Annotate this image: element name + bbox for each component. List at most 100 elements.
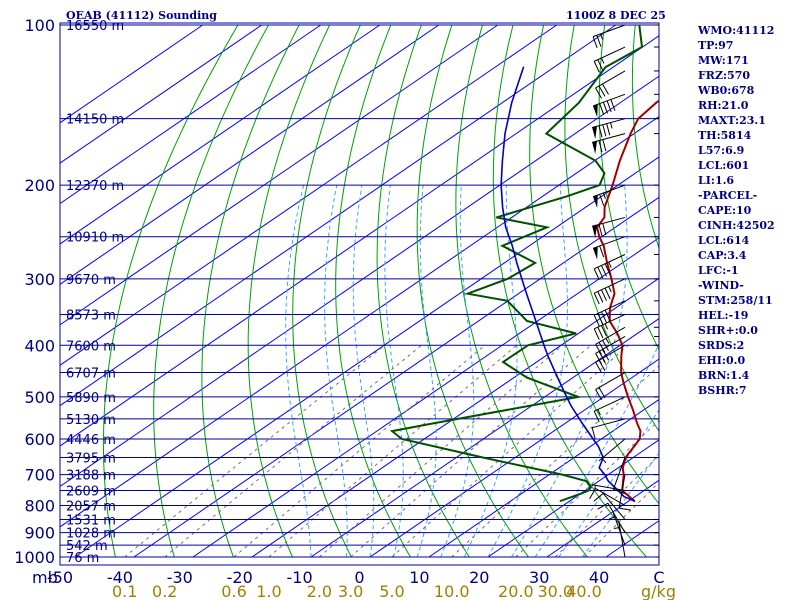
parcel-point	[543, 344, 545, 346]
mixing-ratio-label: 10.0	[434, 582, 470, 600]
wind-barb	[595, 344, 659, 373]
temperature-tick-label: 40	[589, 568, 609, 587]
barb-flag	[591, 427, 596, 440]
index-item: LFC:-1	[698, 264, 739, 277]
parcel-point	[526, 293, 528, 295]
barb-flag	[602, 349, 609, 361]
moist-adiabat-line	[463, 185, 518, 558]
dewpoint-point	[566, 195, 568, 197]
wind-barb	[593, 396, 659, 423]
index-item: MAXT:23.1	[698, 114, 766, 127]
wind-barb	[593, 300, 659, 327]
mixing-ratio-label: 40.0	[566, 582, 602, 600]
dry-adiabat-line	[416, 24, 529, 558]
dewpoint-point	[482, 456, 484, 459]
temperature-tick-label: -30	[167, 568, 193, 587]
pressure-tick-label: 300	[24, 270, 55, 289]
index-item: LI:1.6	[698, 174, 735, 187]
dewpoint-point	[595, 160, 597, 162]
index-item: MW:171	[698, 54, 749, 67]
barb-flag	[593, 411, 600, 423]
parcel-point	[516, 262, 518, 264]
barb-halfflag	[610, 122, 613, 129]
dewpoint-point	[502, 361, 504, 363]
dry-adiabat-line	[201, 24, 300, 558]
temperature-point	[603, 245, 605, 247]
barb-flag	[599, 194, 605, 206]
plot-border	[59, 22, 660, 566]
parcel-point	[581, 422, 583, 424]
barb-staff	[595, 488, 626, 506]
temperature-point	[621, 344, 624, 346]
barb-staff	[618, 523, 626, 558]
dry-adiabat-line	[564, 24, 659, 432]
dewpoint-point	[434, 422, 436, 424]
barb-staff	[592, 24, 626, 38]
barb-pennant	[593, 195, 598, 209]
barb-staff	[593, 313, 626, 330]
dry-adiabat-line	[292, 24, 361, 558]
mixing-ratio-label: 30.0	[537, 582, 573, 600]
barb-flag	[598, 140, 603, 153]
barb-flag	[596, 35, 602, 47]
parcel-point	[570, 405, 572, 407]
barb-staff	[602, 493, 626, 520]
index-item: -PARCEL-	[698, 189, 758, 202]
wind-barb	[608, 513, 659, 546]
height-label: 10910 m	[66, 231, 124, 246]
barb-flag	[597, 291, 604, 303]
index-item: CINH:42502	[698, 219, 775, 232]
dewpoint-point	[527, 344, 529, 346]
mixing-ratio-line	[233, 344, 486, 558]
temperature-point	[637, 118, 639, 120]
parcel-point	[607, 480, 609, 482]
barb-staff	[593, 300, 626, 316]
index-item: HEL:-19	[698, 309, 749, 322]
barb-staff	[612, 457, 626, 490]
barb-flag	[602, 124, 607, 137]
temperature-tick-label: 30	[529, 568, 549, 587]
barb-flag	[600, 289, 607, 301]
barb-staff	[612, 513, 626, 546]
barb-flag	[593, 292, 600, 305]
dewpoint-point	[638, 24, 640, 26]
dewpoint-point	[604, 66, 607, 68]
pressure-tick-label: 400	[24, 336, 55, 355]
barb-flag	[610, 99, 616, 111]
temperature-point	[604, 206, 606, 208]
wind-barb	[597, 502, 659, 534]
temperature-point	[632, 409, 634, 411]
barb-flag	[600, 311, 607, 323]
barb-staff	[593, 278, 626, 294]
index-item: SRDS:2	[698, 339, 745, 352]
mixing-ratio-label: 3.0	[338, 582, 363, 600]
index-item: SHR+:0.0	[698, 324, 758, 337]
height-label: 16550 m	[66, 19, 124, 34]
dewpoint-point	[603, 172, 606, 174]
parcel-point	[623, 496, 625, 498]
barb-staff	[595, 336, 626, 354]
barb-halfflag	[602, 358, 606, 364]
index-item: EHI:0.0	[698, 354, 746, 367]
pressure-tick-label: 1000	[14, 548, 55, 567]
temperature-tick-label: -20	[227, 568, 253, 587]
dry-adiabat-grid	[102, 24, 659, 558]
height-label: 14150 m	[66, 113, 124, 128]
dewpoint-point	[545, 133, 547, 135]
barb-flag	[595, 344, 602, 355]
dewpoint-trace	[389, 24, 644, 503]
temperature-point	[622, 467, 624, 469]
barb-halfflag	[602, 192, 606, 199]
height-label: 2057 m	[66, 499, 116, 514]
mixing-ratio-label: 0.1	[112, 582, 137, 600]
moist-adiabat-line	[285, 184, 312, 558]
wind-barb	[592, 133, 659, 154]
barb-flag	[619, 507, 632, 511]
dewpoint-point	[575, 332, 577, 334]
pressure-unit-label: mb	[32, 568, 58, 587]
index-item: BRN:1.4	[698, 369, 750, 382]
mixing-ratio-line	[350, 344, 592, 558]
temperature-point	[623, 474, 625, 476]
index-item: LCL:601	[698, 159, 750, 172]
